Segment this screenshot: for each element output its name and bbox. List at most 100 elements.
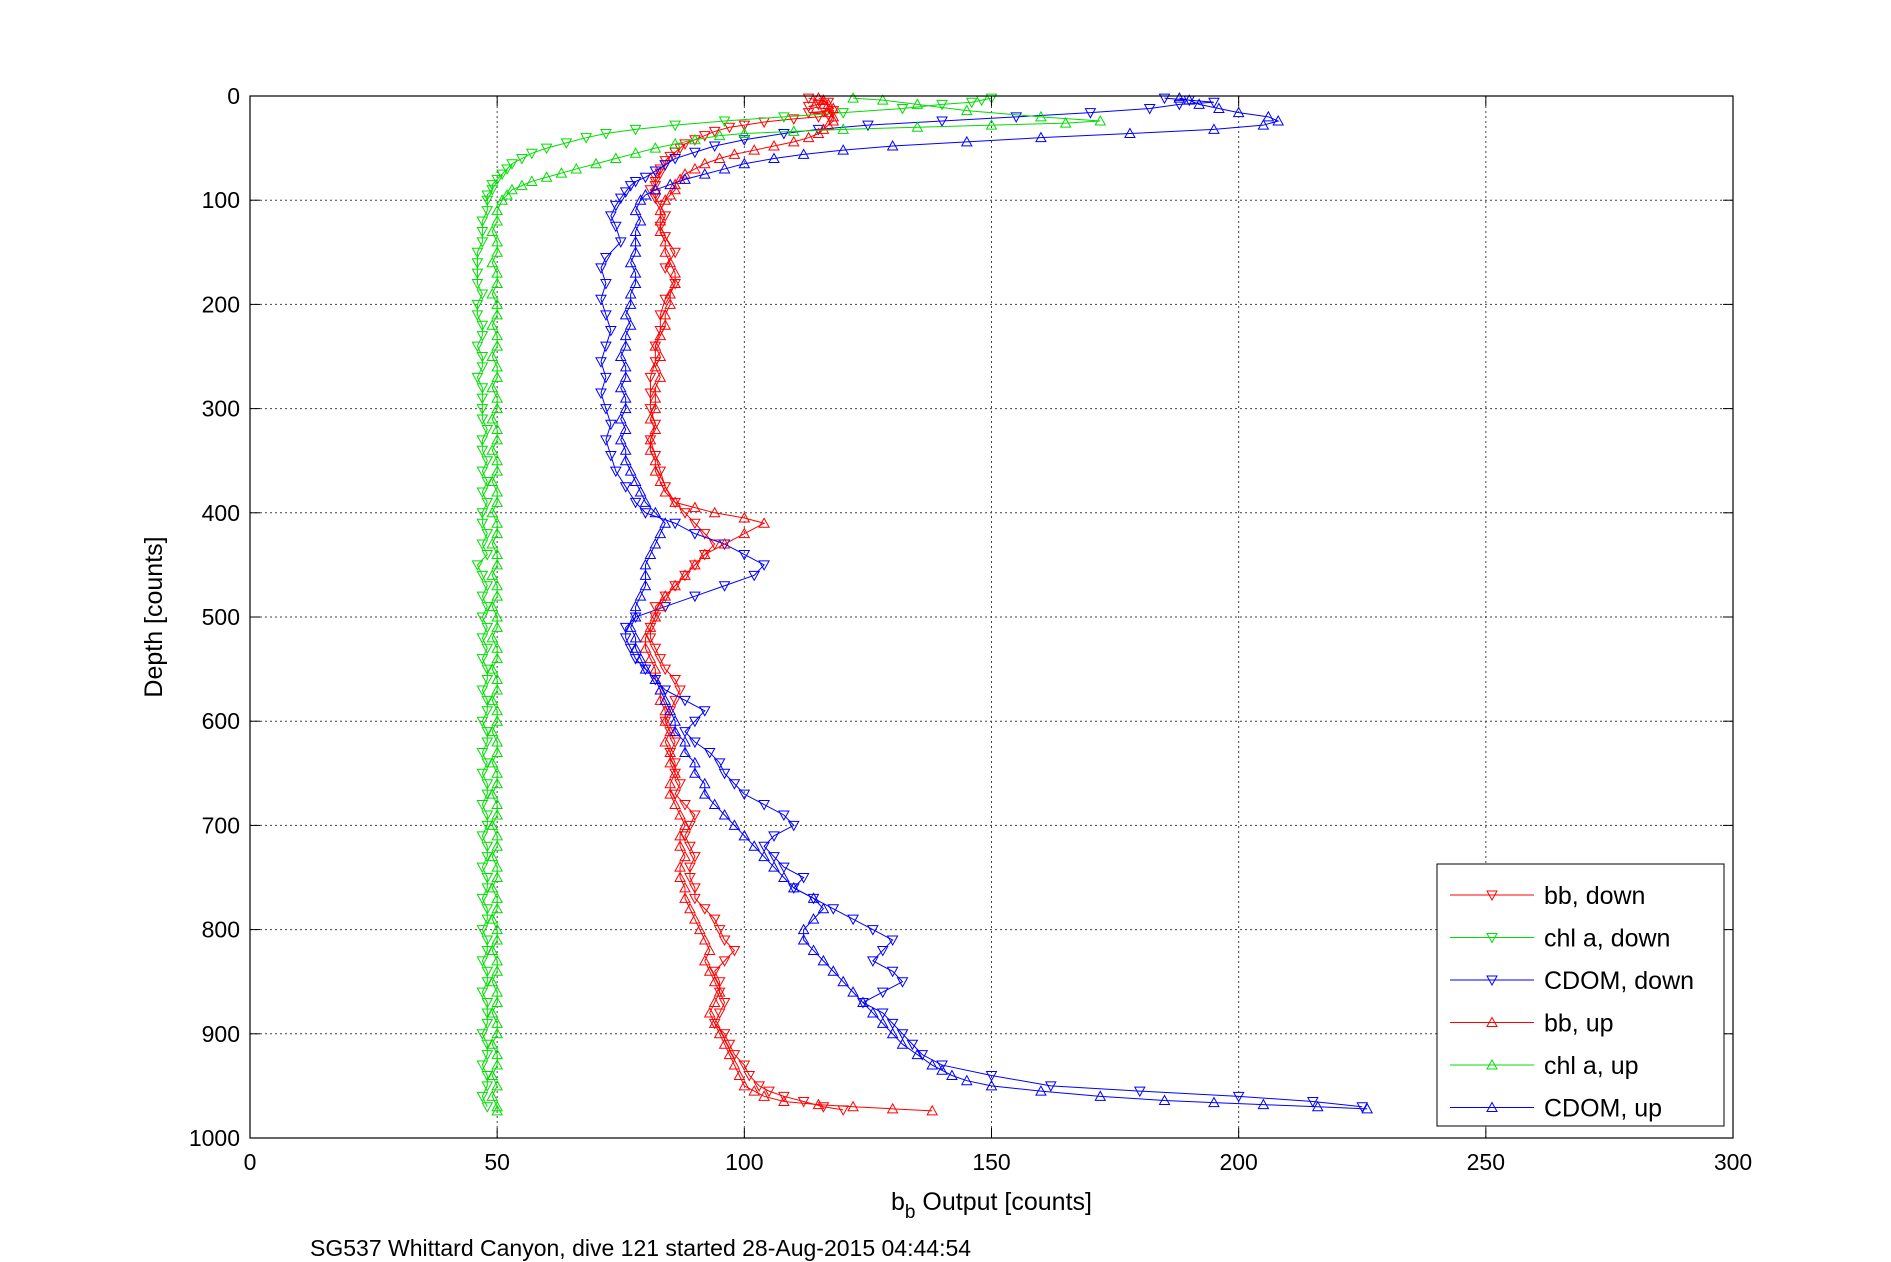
data-point xyxy=(491,360,504,372)
data-point xyxy=(689,518,701,530)
data-point xyxy=(491,1059,504,1070)
data-point xyxy=(476,987,489,999)
data-point xyxy=(481,643,494,655)
data-point xyxy=(476,466,489,478)
data-point xyxy=(481,914,494,926)
series-4 xyxy=(639,92,939,1116)
data-point xyxy=(590,157,602,169)
data-point xyxy=(1010,112,1023,123)
data-point xyxy=(471,560,484,571)
data-point xyxy=(689,147,701,159)
legend-swatch-marker xyxy=(1486,1101,1498,1112)
data-point xyxy=(491,235,504,247)
data-point xyxy=(614,350,627,361)
data-point xyxy=(471,299,484,311)
data-point xyxy=(659,736,672,747)
data-point xyxy=(476,654,489,665)
data-point xyxy=(496,194,508,205)
data-point xyxy=(644,388,657,399)
data-point xyxy=(491,246,504,257)
data-point xyxy=(817,954,830,966)
data-point xyxy=(674,861,686,872)
data-point xyxy=(486,412,499,424)
data-point xyxy=(1173,92,1186,103)
data-point xyxy=(1044,1081,1057,1092)
data-point xyxy=(659,485,672,497)
data-point xyxy=(506,159,518,170)
data-point xyxy=(644,633,657,644)
data-point xyxy=(476,925,489,936)
data-point xyxy=(624,181,637,192)
data-point xyxy=(639,631,652,643)
data-point xyxy=(669,137,681,149)
data-point xyxy=(718,1029,731,1040)
data-point xyxy=(481,789,494,801)
data-point xyxy=(778,1091,790,1103)
y-tick-label: 200 xyxy=(202,291,240,317)
data-point xyxy=(911,1048,924,1060)
data-point xyxy=(679,800,691,811)
data-point xyxy=(669,579,681,591)
x-axis-label-base: b xyxy=(891,1188,905,1216)
data-point xyxy=(629,225,642,236)
data-point xyxy=(605,450,617,462)
data-point xyxy=(886,935,899,947)
data-point xyxy=(491,371,504,382)
data-point xyxy=(481,977,494,988)
data-point xyxy=(689,501,701,513)
data-point xyxy=(674,685,686,696)
data-point xyxy=(639,579,652,591)
data-point xyxy=(639,188,652,200)
data-point xyxy=(491,423,504,434)
data-point xyxy=(669,675,681,686)
data-point xyxy=(654,371,667,382)
data-point xyxy=(629,610,642,622)
data-point xyxy=(733,1069,746,1080)
data-point xyxy=(654,475,667,487)
data-point xyxy=(491,777,504,789)
data-point xyxy=(659,246,672,257)
data-point xyxy=(679,168,691,179)
data-point xyxy=(708,126,721,138)
data-point xyxy=(649,663,662,674)
data-point xyxy=(911,121,924,132)
data-point xyxy=(644,433,657,445)
data-point xyxy=(684,873,696,884)
data-point xyxy=(486,538,499,549)
data-point xyxy=(600,310,612,321)
data-point xyxy=(476,893,489,905)
data-point xyxy=(471,341,484,353)
data-point xyxy=(654,683,667,695)
data-point xyxy=(486,725,499,737)
data-point xyxy=(689,810,701,822)
data-point xyxy=(491,610,504,622)
data-point xyxy=(698,529,711,540)
data-point xyxy=(481,497,494,509)
data-point xyxy=(837,108,850,119)
data-point xyxy=(476,591,489,603)
data-point xyxy=(595,357,607,368)
data-point xyxy=(738,1060,751,1072)
data-point xyxy=(486,1069,499,1080)
data-point xyxy=(476,831,489,842)
data-point xyxy=(1133,1086,1146,1098)
data-point xyxy=(718,1038,731,1049)
data-point xyxy=(698,548,711,559)
data-point xyxy=(649,340,662,351)
data-point xyxy=(639,496,652,507)
data-point xyxy=(738,527,751,539)
data-point xyxy=(689,162,701,174)
data-point xyxy=(718,768,731,780)
data-point xyxy=(525,148,538,160)
data-point xyxy=(629,497,642,509)
x-axis-label-rest: Output [counts] xyxy=(915,1188,1092,1216)
data-point xyxy=(491,548,504,559)
data-point xyxy=(911,98,924,109)
data-point xyxy=(481,622,494,634)
legend-swatch-marker xyxy=(1486,1058,1498,1070)
data-point xyxy=(906,1039,919,1051)
data-point xyxy=(1193,98,1205,109)
data-point xyxy=(1272,114,1285,126)
data-point xyxy=(476,445,489,457)
